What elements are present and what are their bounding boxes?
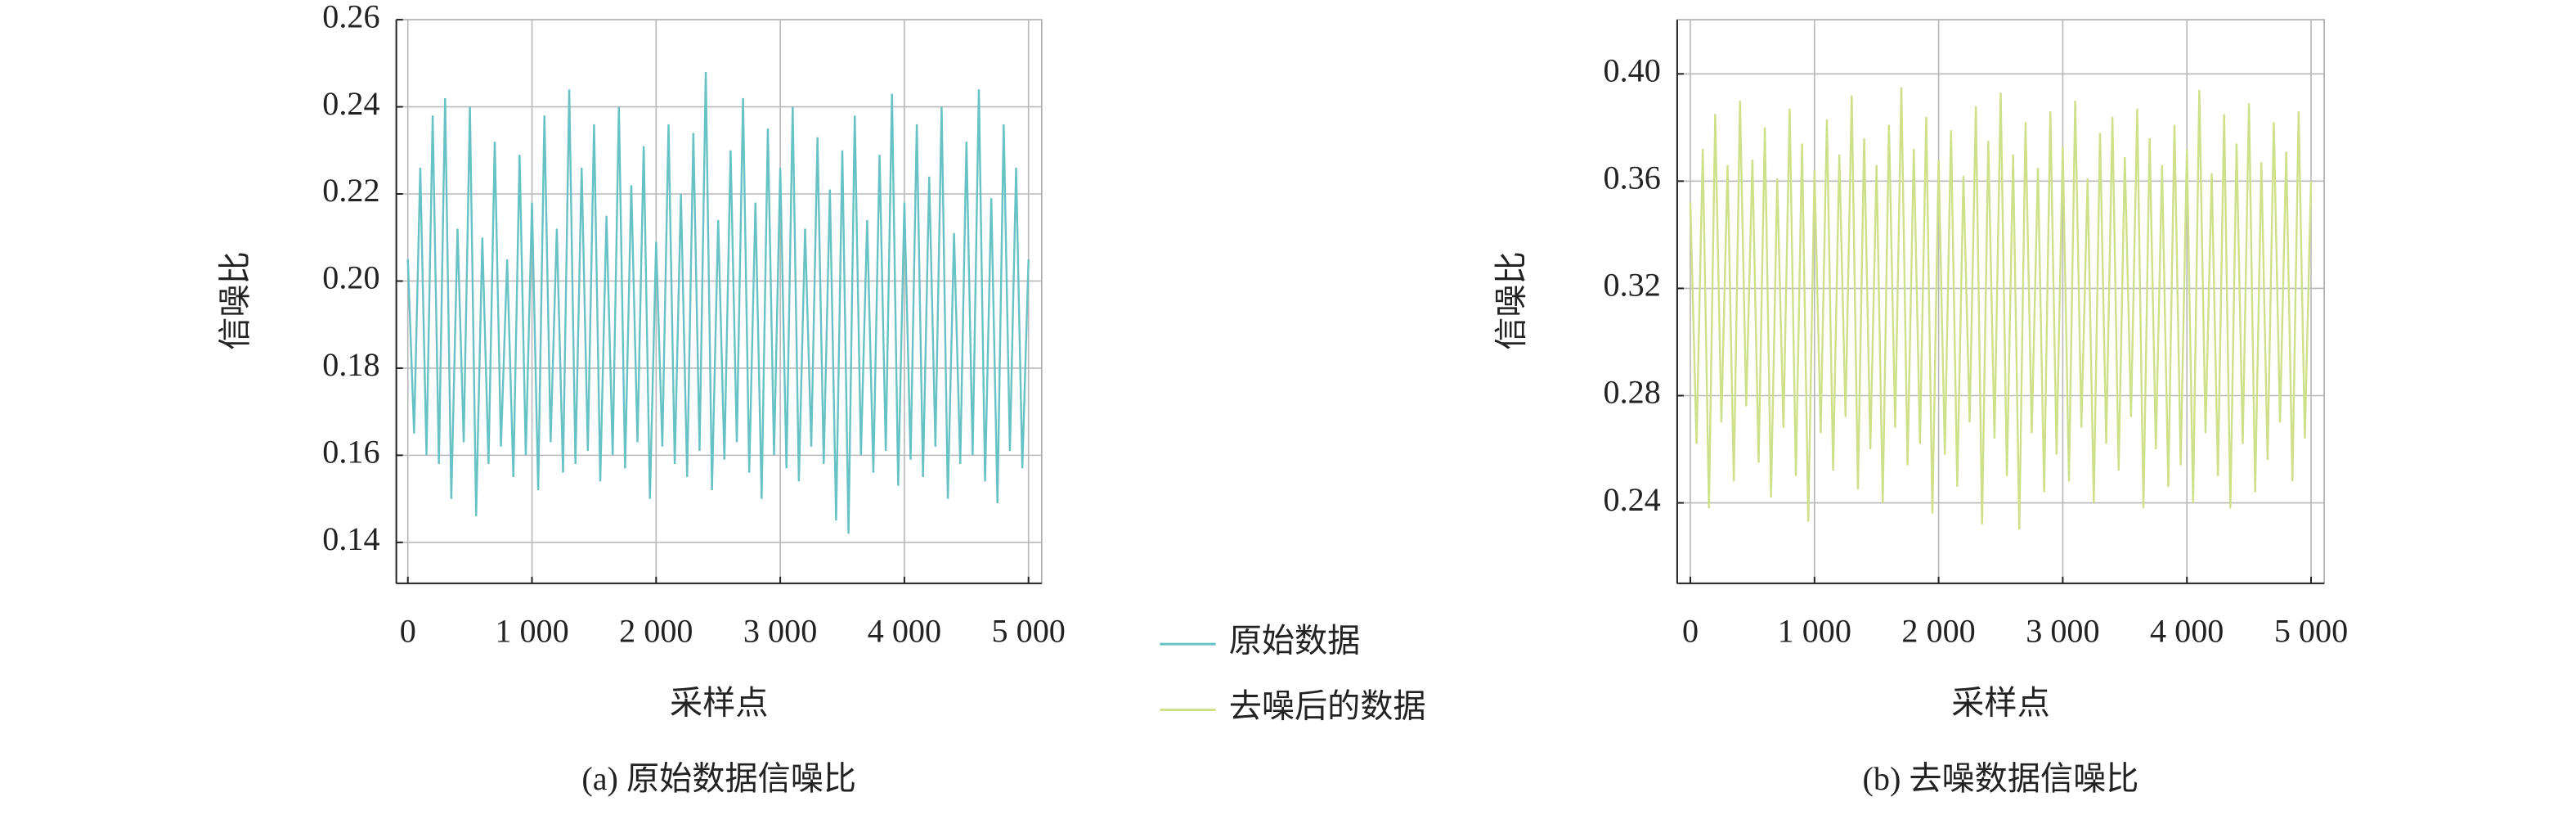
x-tick-label: 5 000	[992, 612, 1066, 649]
y-tick-label: 0.18	[322, 346, 379, 383]
y-tick-label: 0.32	[1604, 267, 1661, 304]
x-tick-label: 5 000	[2274, 612, 2348, 649]
x-tick-label: 2 000	[619, 612, 693, 649]
x-tick-label: 4 000	[2150, 612, 2224, 649]
y-tick-label: 0.36	[1604, 160, 1661, 196]
x-axis-title: 采样点	[670, 685, 768, 722]
caption: (b) 去噪数据信噪比	[1863, 760, 2139, 797]
x-tick-label: 3 000	[2026, 612, 2099, 649]
y-tick-label: 0.28	[1604, 374, 1661, 411]
y-axis-title: 信噪比	[217, 251, 254, 349]
y-tick-label: 0.24	[1604, 481, 1661, 518]
y-tick-label: 0.20	[322, 259, 379, 296]
x-tick-label: 2 000	[1901, 612, 1975, 649]
x-tick-label: 3 000	[743, 612, 817, 649]
y-axis-title: 信噪比	[1492, 251, 1529, 349]
series-line	[1689, 87, 2313, 530]
y-tick-label: 0.16	[322, 434, 379, 471]
legend-label: 原始数据	[1229, 622, 1361, 659]
y-tick-label: 0.26	[322, 0, 379, 34]
caption: (a) 原始数据信噪比	[581, 760, 856, 797]
y-tick-label: 0.40	[1604, 52, 1661, 89]
y-tick-label: 0.24	[322, 85, 379, 122]
series-line	[406, 71, 1030, 534]
x-tick-label: 0	[1682, 612, 1699, 649]
x-tick-label: 1 000	[495, 612, 568, 649]
y-tick-label: 0.22	[322, 172, 379, 209]
y-tick-label: 0.14	[322, 520, 379, 557]
x-axis-title: 采样点	[1951, 685, 2049, 722]
x-tick-label: 1 000	[1778, 612, 1851, 649]
x-tick-label: 4 000	[868, 612, 941, 649]
legend-label: 去噪后的数据	[1229, 688, 1426, 725]
x-tick-label: 0	[400, 612, 416, 649]
